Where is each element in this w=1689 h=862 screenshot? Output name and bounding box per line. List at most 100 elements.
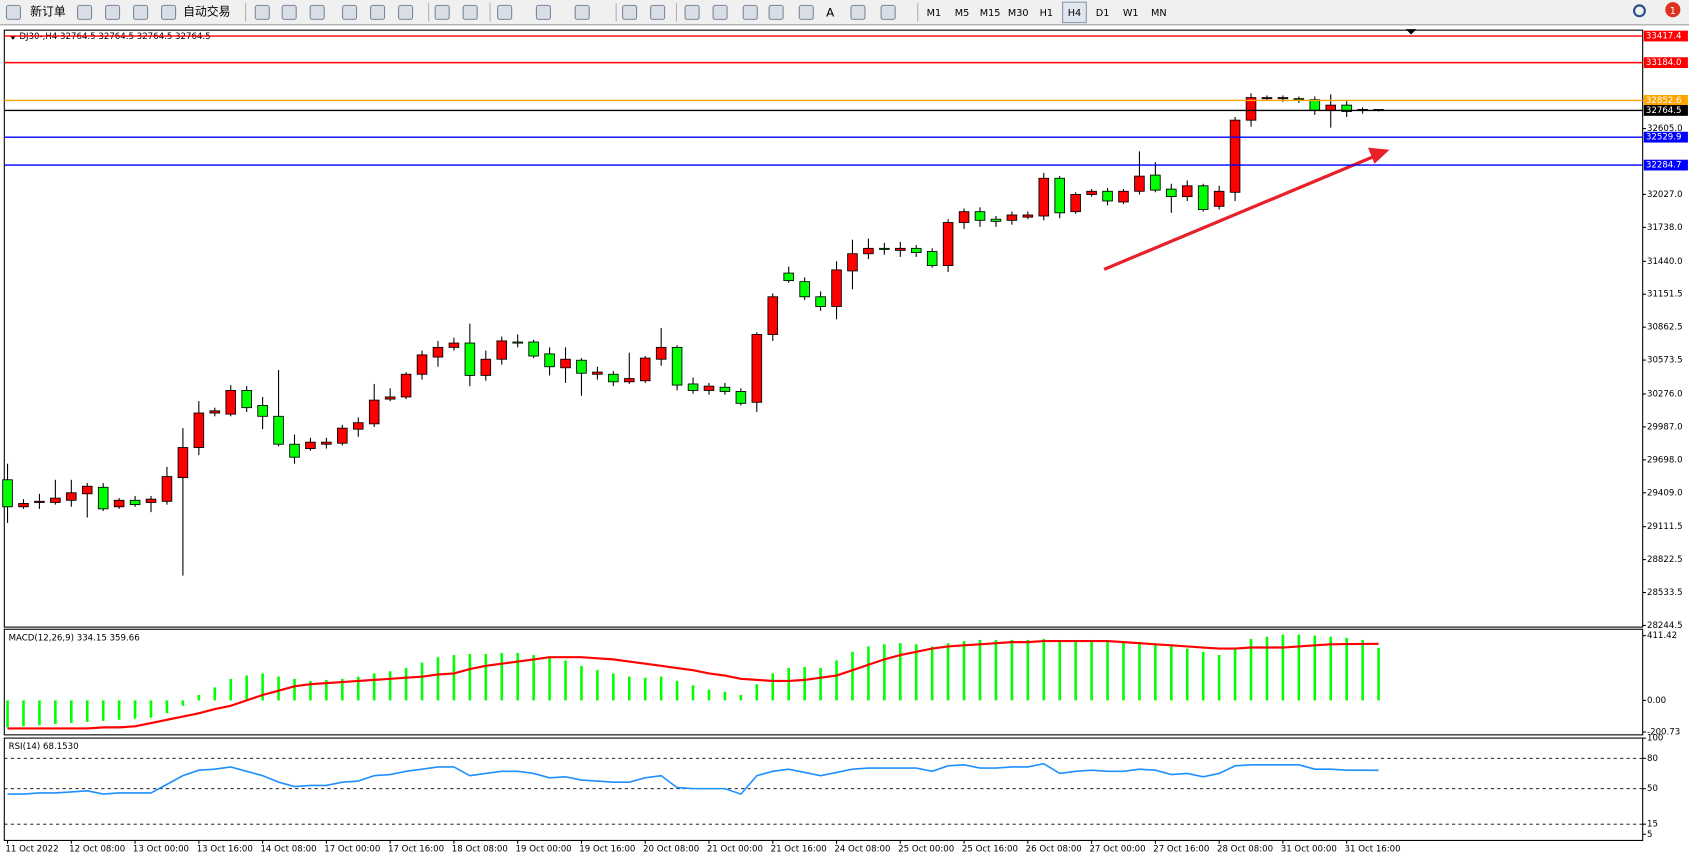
toolbar-icon[interactable]	[574, 4, 590, 20]
candle-body	[1022, 214, 1034, 218]
toolbar-icon[interactable]	[434, 4, 450, 20]
toolbar-icon[interactable]	[712, 4, 728, 20]
candle-body	[608, 373, 619, 383]
x-tick-label: 28 Oct 08:00	[1217, 845, 1273, 855]
toolbar-icon[interactable]	[370, 4, 386, 20]
candle-body	[1213, 190, 1225, 207]
text-tool[interactable]: A	[826, 5, 834, 19]
candle-body	[225, 390, 237, 415]
x-tick-label: 21 Oct 16:00	[771, 845, 827, 855]
toolbar-icon[interactable]	[254, 4, 270, 20]
toolbar: 新订单 自动交易 A M1 M5 M15 M30 H1 H4 D1 W1 MN 1	[0, 0, 1689, 26]
toolbar-icon[interactable]	[650, 4, 666, 20]
candle-body	[1181, 185, 1193, 198]
toolbar-icon[interactable]	[161, 4, 177, 20]
timeframe-button[interactable]: H1	[1040, 8, 1053, 19]
toolbar-icon[interactable]	[535, 4, 551, 20]
candle-body	[592, 371, 603, 375]
x-tick-label: 21 Oct 00:00	[707, 845, 763, 855]
candle-body	[209, 410, 221, 414]
toolbar-icon[interactable]	[398, 4, 414, 20]
y-tick-label: 29698.0	[1647, 455, 1683, 465]
toolbar-icon[interactable]	[133, 4, 149, 20]
toolbar-icon[interactable]	[309, 4, 325, 20]
toolbar-icon[interactable]	[798, 4, 814, 20]
candle-body	[34, 500, 45, 503]
candle-body	[847, 253, 858, 272]
candle-body	[783, 272, 794, 282]
y-tick-label: 29987.0	[1647, 422, 1683, 432]
macd-panel-frame	[3, 628, 1644, 736]
toolbar-icon[interactable]	[105, 4, 121, 20]
x-tick-label: 11 Oct 2022	[5, 845, 58, 855]
x-tick-label: 17 Oct 00:00	[324, 845, 380, 855]
toolbar-icon[interactable]	[497, 4, 513, 20]
timeframe-button[interactable]: MN	[1151, 8, 1167, 19]
toolbar-icon[interactable]	[342, 4, 358, 20]
candle-body	[719, 386, 731, 392]
timeframe-button[interactable]: M30	[1008, 8, 1029, 19]
toolbar-icon[interactable]	[622, 4, 638, 20]
candle-body	[337, 427, 348, 444]
toolbar-button[interactable]: 自动交易	[183, 4, 230, 18]
candle-body	[177, 447, 189, 479]
y-tick-label: 31440.0	[1647, 257, 1683, 267]
candle-body	[958, 211, 970, 223]
toolbar-icon[interactable]	[684, 4, 700, 20]
candle-body	[464, 342, 476, 376]
candle-body	[1102, 190, 1113, 202]
candle-body	[129, 499, 141, 506]
toolbar-icon[interactable]	[880, 4, 896, 20]
timeframe-button[interactable]: W1	[1123, 8, 1139, 19]
price-level-tag	[1643, 57, 1688, 69]
timeframe-button[interactable]: M5	[955, 8, 970, 19]
y-tick-label: 100	[1647, 734, 1663, 744]
candle-body	[512, 341, 523, 344]
toolbar-button[interactable]: 新订单	[30, 4, 66, 18]
search-icon[interactable]	[1632, 4, 1646, 18]
x-tick-label: 19 Oct 00:00	[516, 845, 572, 855]
candle-body	[2, 479, 13, 508]
candle-body	[1293, 98, 1305, 101]
candle-body	[273, 415, 284, 445]
shift-marker	[1405, 29, 1417, 35]
rsi-title: RSI(14) 68.1530	[9, 742, 79, 752]
candle-body	[305, 441, 316, 449]
y-tick-label: 32605.0	[1647, 124, 1683, 134]
candle-body	[432, 346, 444, 358]
toolbar-icon[interactable]	[742, 4, 758, 20]
candle-body	[1229, 119, 1241, 193]
toolbar-icon[interactable]	[850, 4, 866, 20]
timeframe-button[interactable]: M15	[980, 8, 1001, 19]
candle-body	[624, 378, 635, 383]
toolbar-icon[interactable]	[281, 4, 297, 20]
toolbar-icon[interactable]	[462, 4, 478, 20]
x-tick-label: 27 Oct 00:00	[1089, 845, 1145, 855]
timeframe-button[interactable]: H4	[1068, 8, 1081, 19]
candle-body	[448, 342, 460, 348]
candle-body	[496, 340, 508, 360]
price-level-tag	[1643, 105, 1688, 116]
timeframe-button[interactable]: M1	[927, 8, 942, 19]
y-tick-label: 32027.0	[1647, 190, 1683, 200]
y-tick-label: 30862.5	[1647, 323, 1683, 333]
candle-body	[751, 334, 763, 403]
candle-body	[1166, 188, 1177, 198]
toolbar-icon[interactable]	[77, 4, 93, 20]
toolbar-icon[interactable]	[768, 4, 784, 20]
candle-body	[576, 359, 587, 374]
candle-body	[113, 499, 125, 508]
timeframe-button[interactable]: D1	[1096, 8, 1110, 19]
y-tick-label: 29409.0	[1647, 488, 1683, 498]
toolbar-icon[interactable]	[5, 4, 22, 20]
candle-body	[735, 391, 747, 404]
arrow-head	[1368, 147, 1390, 164]
x-tick-label: 17 Oct 16:00	[388, 845, 444, 855]
candle-body	[352, 422, 364, 430]
notification-badge[interactable]	[1665, 2, 1681, 18]
candle-body	[145, 498, 157, 503]
candle-body	[368, 399, 380, 425]
